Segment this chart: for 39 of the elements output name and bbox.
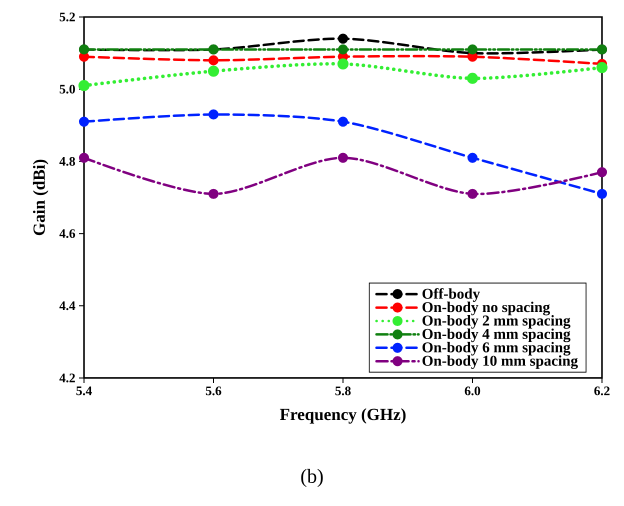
point <box>78 80 90 92</box>
point <box>596 167 608 178</box>
point <box>596 188 608 199</box>
legend-label: On-body no spacing <box>422 302 550 316</box>
text: (b) <box>301 468 323 488</box>
x-tick-label: 5.4 <box>76 386 92 396</box>
y-axis-title: Gain (dBi) <box>32 160 48 236</box>
point <box>208 188 219 199</box>
legend-label: On-body 6 mm spacing <box>422 342 570 356</box>
point <box>208 55 219 66</box>
y-tick-label: 4.2 <box>59 374 75 382</box>
point <box>467 188 478 199</box>
y-tick-label: 4.8 <box>59 156 76 166</box>
point <box>466 72 478 84</box>
point <box>338 44 348 55</box>
point <box>208 109 219 120</box>
x-tick-label: 6.2 <box>594 386 610 396</box>
y-tick-label: 5.2 <box>60 12 75 22</box>
y-tick-label: 4.6 <box>59 229 76 238</box>
y-tick-label: 5.0 <box>60 84 75 94</box>
x-tick-label: 5.8 <box>335 386 351 396</box>
y-tick-label: 4.4 <box>59 301 76 310</box>
legend-label: On-body 4 mm spacing <box>422 328 570 342</box>
x-tick-label: 6.0 <box>464 386 480 396</box>
x-tick-label: 5.6 <box>206 386 222 396</box>
point <box>78 116 90 127</box>
legend-label: On-body 10 mm spacing <box>422 355 578 369</box>
point <box>78 152 90 163</box>
point <box>467 44 478 55</box>
legend-label: On-body 2 mm spacing <box>422 315 570 329</box>
point <box>338 34 348 44</box>
point <box>338 152 348 163</box>
point <box>596 62 608 74</box>
legend-label: Off-body <box>422 288 480 302</box>
point <box>208 66 220 77</box>
point <box>338 116 348 127</box>
point <box>467 152 478 163</box>
point <box>337 58 349 70</box>
x-axis-title: Frequency (GHz) <box>280 408 406 424</box>
